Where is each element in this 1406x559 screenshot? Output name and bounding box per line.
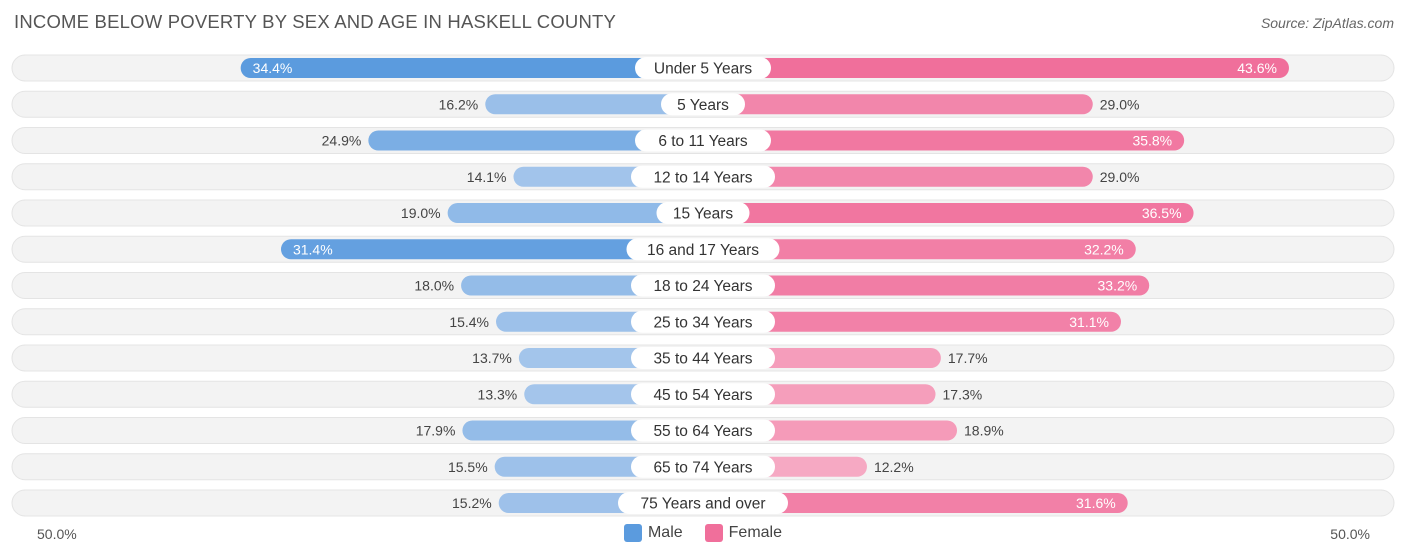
- data-label-male: 14.1%: [467, 169, 507, 185]
- bar-female: [703, 94, 1093, 115]
- category-pill: [635, 57, 771, 79]
- category-label: 45 to 54 Years: [653, 387, 752, 404]
- data-label-female: 17.7%: [948, 350, 988, 366]
- category-pill: [635, 129, 771, 152]
- category-pill: [631, 347, 775, 369]
- bar-female: [703, 311, 1121, 332]
- bar-female: [703, 203, 1194, 223]
- category-label: 15 Years: [673, 206, 734, 223]
- bar-female: [703, 130, 1185, 151]
- category-label: 55 to 64 Years: [653, 423, 752, 440]
- category-label: 16 and 17 Years: [647, 242, 759, 259]
- category-label: 6 to 11 Years: [658, 133, 748, 150]
- data-label-female: 29.0%: [1100, 96, 1140, 112]
- bar-male: [447, 203, 703, 223]
- data-label-female: 12.2%: [874, 459, 914, 475]
- category-pill: [631, 310, 775, 333]
- bar-female: [703, 58, 1289, 78]
- category-label: 25 to 34 Years: [653, 314, 752, 331]
- category-pill: [656, 202, 750, 224]
- data-label-male: 24.9%: [322, 133, 362, 149]
- data-label-male: 13.3%: [478, 386, 518, 402]
- category-pill: [631, 455, 775, 478]
- data-label-male: 34.4%: [253, 60, 293, 76]
- data-label-female: 17.3%: [943, 386, 983, 402]
- legend: Male Female: [0, 524, 1406, 542]
- source-credit: Source: ZipAtlas.com: [1260, 15, 1394, 31]
- data-label-female: 31.1%: [1069, 314, 1109, 330]
- bar-female: [703, 493, 1128, 513]
- data-label-male: 17.9%: [416, 423, 456, 439]
- data-label-female: 31.6%: [1076, 495, 1116, 511]
- category-pill: [631, 419, 775, 442]
- data-label-female: 43.6%: [1237, 60, 1277, 76]
- data-label-male: 13.7%: [472, 350, 512, 366]
- chart-title: INCOME BELOW POVERTY BY SEX AND AGE IN H…: [14, 11, 617, 32]
- data-label-male: 15.2%: [452, 495, 492, 511]
- category-label: 18 to 24 Years: [653, 278, 752, 295]
- data-label-female: 18.9%: [964, 423, 1004, 439]
- legend-swatch-female: [704, 524, 723, 542]
- category-pill: [631, 383, 775, 406]
- data-label-female: 29.0%: [1100, 169, 1140, 185]
- bar-female: [703, 275, 1150, 296]
- category-label: 5 Years: [677, 97, 729, 114]
- category-label: 65 to 74 Years: [653, 459, 752, 476]
- category-pill: [661, 93, 745, 116]
- category-label: 75 Years and over: [641, 496, 766, 513]
- bar-female: [703, 166, 1093, 187]
- category-label: 35 to 44 Years: [653, 351, 752, 368]
- data-label-female: 35.8%: [1132, 133, 1172, 149]
- data-label-female: 33.2%: [1098, 278, 1138, 294]
- data-label-male: 16.2%: [439, 96, 479, 112]
- category-label: Under 5 Years: [654, 61, 752, 78]
- category-pill: [618, 492, 788, 514]
- legend-label-female: Female: [728, 524, 783, 541]
- legend-swatch-male: [623, 524, 642, 542]
- legend-item-male[interactable]: Male: [623, 524, 683, 542]
- axis-left-label: 50.0%: [37, 526, 77, 542]
- data-label-male: 31.4%: [293, 241, 333, 257]
- bar-male: [280, 239, 703, 260]
- data-label-female: 36.5%: [1142, 205, 1182, 221]
- axis-right-label: 50.0%: [1330, 526, 1370, 542]
- category-pill: [626, 238, 780, 261]
- data-label-male: 15.4%: [449, 314, 489, 330]
- legend-item-female[interactable]: Female: [704, 524, 783, 542]
- category-pill: [631, 274, 775, 297]
- bar-female: [703, 239, 1136, 260]
- bar-male: [240, 58, 703, 78]
- data-label-male: 18.0%: [414, 278, 454, 294]
- data-label-female: 32.2%: [1084, 241, 1124, 257]
- category-pill: [631, 165, 775, 188]
- bar-male: [485, 94, 703, 115]
- data-label-male: 19.0%: [401, 205, 441, 221]
- bar-male: [368, 130, 703, 151]
- data-label-male: 15.5%: [448, 459, 488, 475]
- legend-label-male: Male: [647, 524, 683, 541]
- category-label: 12 to 14 Years: [653, 169, 752, 186]
